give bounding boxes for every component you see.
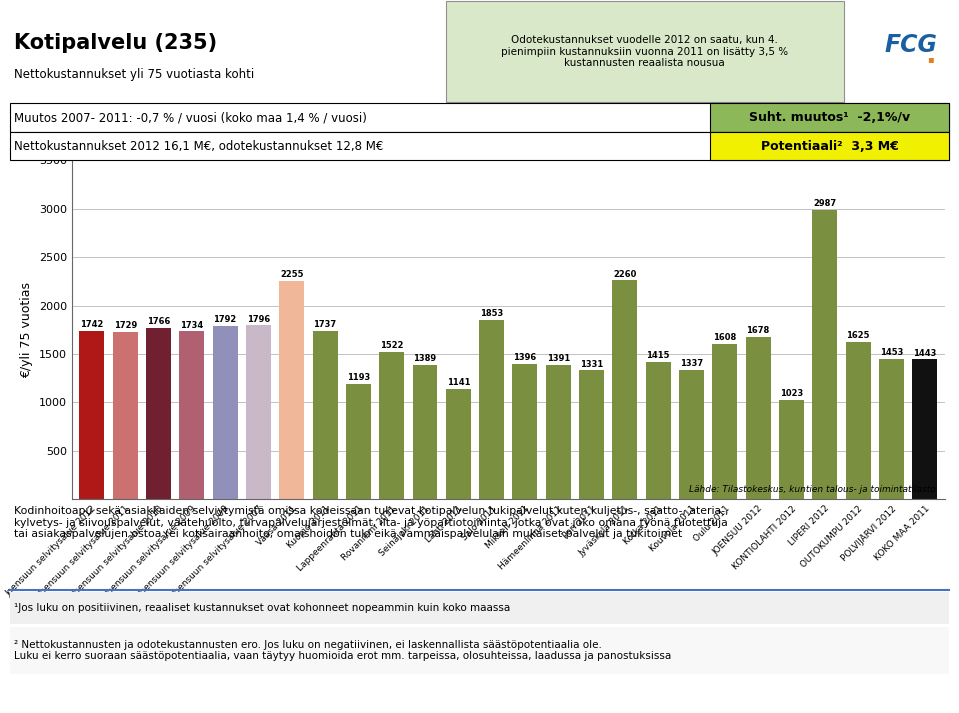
Text: 1766: 1766 bbox=[147, 317, 170, 327]
Text: 1729: 1729 bbox=[113, 321, 137, 330]
Text: 1443: 1443 bbox=[913, 349, 936, 358]
Bar bbox=[745, 337, 771, 499]
Bar bbox=[246, 325, 271, 499]
Text: 2987: 2987 bbox=[813, 200, 836, 208]
Bar bbox=[80, 331, 105, 499]
Text: 1337: 1337 bbox=[680, 359, 703, 368]
Text: 2260: 2260 bbox=[613, 270, 637, 279]
Text: 2255: 2255 bbox=[280, 270, 303, 279]
Text: 1396: 1396 bbox=[513, 353, 536, 362]
Bar bbox=[579, 370, 604, 499]
Bar bbox=[679, 370, 704, 499]
Text: Kotipalvelu (235): Kotipalvelu (235) bbox=[14, 33, 218, 53]
Text: Nettokustannukset 2012 16,1 M€, odotekustannukset 12,8 M€: Nettokustannukset 2012 16,1 M€, odotekus… bbox=[14, 140, 384, 153]
Bar bbox=[512, 364, 537, 499]
Text: Nettokustannukset yli 75 vuotiasta kohti: Nettokustannukset yli 75 vuotiasta kohti bbox=[14, 68, 255, 81]
Bar bbox=[379, 352, 404, 499]
Bar bbox=[645, 362, 670, 499]
Text: Suht. muutos¹  -2,1%/v: Suht. muutos¹ -2,1%/v bbox=[749, 111, 910, 124]
Text: Odotekustannukset vuodelle 2012 on saatu, kun 4.
pienimpiin kustannuksiin vuonna: Odotekustannukset vuodelle 2012 on saatu… bbox=[501, 35, 788, 68]
Bar bbox=[613, 280, 638, 499]
Bar bbox=[779, 400, 804, 499]
Text: 1193: 1193 bbox=[347, 373, 370, 382]
Bar bbox=[346, 384, 371, 499]
Bar bbox=[412, 364, 437, 499]
Text: 1737: 1737 bbox=[314, 320, 337, 329]
Bar bbox=[113, 332, 138, 499]
Text: Kodinhoitoapu sekä asiakkaiden selviytymistä omissa kodeissaan tukevat kotipalve: Kodinhoitoapu sekä asiakkaiden selviytym… bbox=[14, 506, 729, 540]
Bar bbox=[812, 210, 837, 499]
Text: 1625: 1625 bbox=[846, 331, 870, 340]
Text: 1796: 1796 bbox=[246, 314, 270, 324]
Text: 1453: 1453 bbox=[879, 348, 903, 356]
Text: .: . bbox=[925, 41, 936, 69]
Bar bbox=[446, 389, 471, 499]
Text: 1389: 1389 bbox=[413, 354, 436, 363]
Bar bbox=[546, 364, 571, 499]
Bar bbox=[213, 326, 238, 499]
Text: Potentiaali²  3,3 M€: Potentiaali² 3,3 M€ bbox=[760, 140, 899, 153]
Text: 1391: 1391 bbox=[547, 354, 570, 363]
Bar bbox=[912, 359, 937, 499]
Text: Muutos 2007- 2011: -0,7 % / vuosi (koko maa 1,4 % / vuosi): Muutos 2007- 2011: -0,7 % / vuosi (koko … bbox=[14, 111, 367, 124]
Text: 1742: 1742 bbox=[81, 320, 104, 329]
Text: 1415: 1415 bbox=[646, 352, 670, 361]
Text: 1608: 1608 bbox=[713, 333, 737, 342]
Text: 1792: 1792 bbox=[214, 315, 237, 324]
Text: ² Nettokustannusten ja odotekustannusten ero. Jos luku on negatiivinen, ei laske: ² Nettokustannusten ja odotekustannusten… bbox=[14, 640, 671, 662]
Text: 1023: 1023 bbox=[780, 389, 803, 399]
Text: 1853: 1853 bbox=[480, 309, 503, 318]
Bar bbox=[179, 332, 204, 499]
Bar bbox=[713, 344, 737, 499]
Text: ¹Jos luku on positiivinen, reaaliset kustannukset ovat kohonneet nopeammin kuin : ¹Jos luku on positiivinen, reaaliset kus… bbox=[14, 602, 510, 613]
Text: 1522: 1522 bbox=[380, 341, 404, 350]
Bar bbox=[279, 281, 304, 499]
Y-axis label: €/yli 75 vuotias: €/yli 75 vuotias bbox=[20, 282, 34, 378]
Bar bbox=[146, 328, 171, 499]
Text: FCG: FCG bbox=[884, 33, 938, 56]
Text: 1141: 1141 bbox=[447, 378, 470, 387]
Bar bbox=[313, 331, 338, 499]
Bar bbox=[878, 359, 903, 499]
Bar bbox=[846, 342, 871, 499]
Text: 1331: 1331 bbox=[580, 359, 603, 369]
Bar bbox=[480, 320, 504, 499]
Text: Lähde: Tilastokeskus, kuntien talous- ja toimintatilasto: Lähde: Tilastokeskus, kuntien talous- ja… bbox=[690, 485, 936, 494]
Text: 1734: 1734 bbox=[180, 321, 203, 329]
Text: 1678: 1678 bbox=[746, 326, 770, 335]
